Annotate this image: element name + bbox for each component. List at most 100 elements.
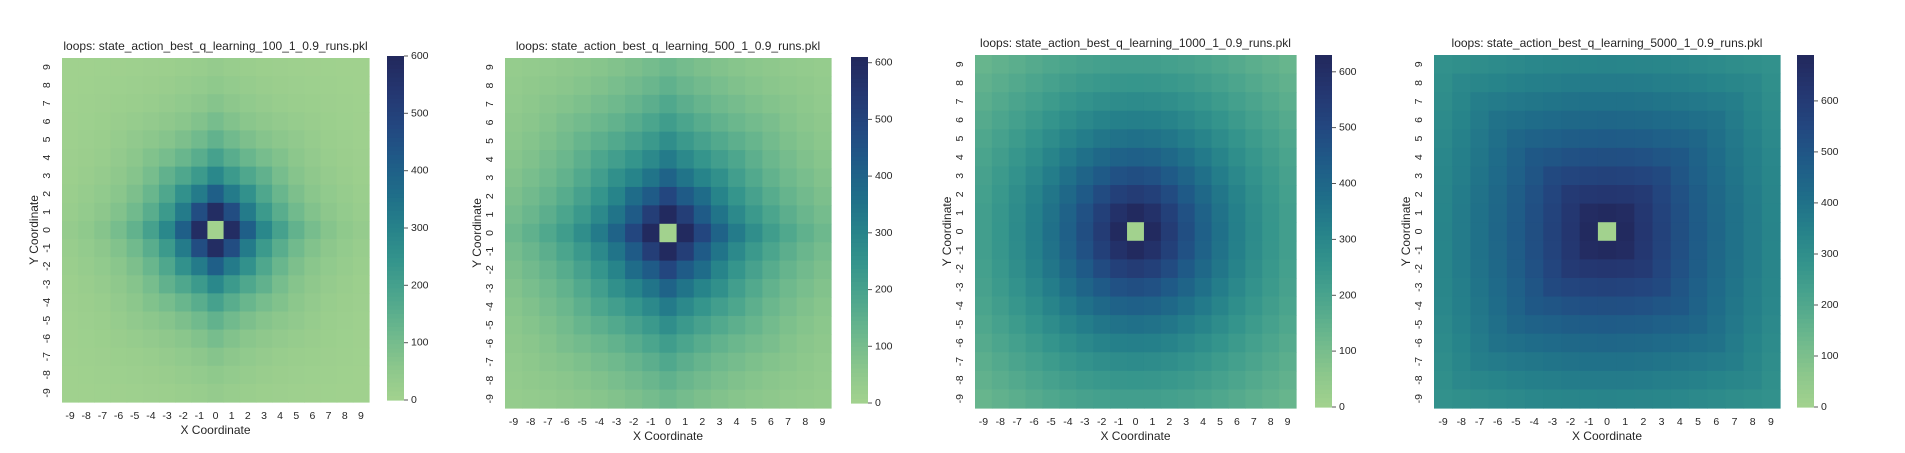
heatmap-cell: [1434, 296, 1453, 316]
heatmap-cell: [1228, 277, 1246, 298]
heatmap-cell: [207, 76, 225, 95]
x-tick-label: -6: [114, 410, 123, 422]
colorbar-segment: [851, 65, 868, 71]
heatmap-cell: [272, 112, 289, 132]
colorbar-segment: [1797, 288, 1814, 294]
heatmap-cell: [1506, 129, 1526, 149]
heatmap-cell: [1076, 240, 1094, 260]
colorbar-segment: [387, 275, 404, 281]
heatmap-cell: [1452, 203, 1472, 223]
heatmap-cell: [1127, 166, 1145, 186]
heatmap-cell: [272, 76, 289, 95]
heatmap-cell: [991, 222, 1010, 242]
heatmap-cell: [1725, 370, 1745, 391]
heatmap-cell: [1561, 352, 1581, 372]
x-tick-label: 8: [342, 410, 348, 422]
colorbar-segment: [1315, 393, 1332, 399]
heatmap-cell: [1670, 259, 1690, 279]
heatmap-cell: [1597, 222, 1617, 242]
colorbar-segment: [851, 333, 868, 339]
heatmap-cell: [1177, 92, 1196, 112]
heatmap-cell: [1506, 333, 1526, 353]
colorbar-tick-label: 200: [1339, 289, 1357, 301]
heatmap-cell: [126, 94, 144, 113]
heatmap-cell: [1652, 110, 1672, 130]
heatmap-cell: [710, 334, 729, 354]
heatmap-cell: [710, 113, 729, 133]
colorbar-segment: [851, 195, 868, 201]
heatmap-cell: [304, 94, 322, 113]
heatmap-cell: [573, 150, 592, 170]
colorbar-segment: [1797, 68, 1814, 74]
heatmap-cell: [1652, 92, 1672, 112]
heatmap-cell: [522, 352, 540, 372]
heatmap-cell: [304, 130, 322, 150]
heatmap-cell: [779, 389, 798, 409]
heatmap-cell: [642, 279, 661, 299]
heatmap-cell: [556, 242, 575, 262]
heatmap-cell: [779, 242, 798, 262]
heatmap-cell: [1194, 277, 1213, 298]
heatmap-cell: [975, 389, 993, 409]
heatmap-cell: [1488, 389, 1508, 409]
colorbar-segment: [1315, 121, 1332, 126]
heatmap-cell: [1616, 147, 1635, 168]
heatmap-cell: [1761, 277, 1781, 298]
heatmap-cell: [1059, 92, 1077, 112]
heatmap-cell: [1634, 370, 1654, 391]
heatmap-cell: [779, 58, 798, 78]
heatmap-cell: [1110, 277, 1128, 298]
heatmap-cell: [1194, 166, 1213, 186]
heatmap-cell: [975, 352, 993, 372]
heatmap-cell: [1160, 222, 1179, 242]
y-tick-label: 3: [954, 173, 966, 179]
heatmap-cell: [1076, 277, 1094, 298]
colorbar-segment: [851, 152, 868, 158]
heatmap-cell: [1008, 315, 1027, 335]
colorbar-segment: [387, 245, 404, 251]
colorbar-tick-label: 0: [875, 397, 881, 409]
colorbar-segment: [851, 338, 868, 344]
heatmap-cell: [1093, 352, 1111, 372]
heatmap-cell: [191, 166, 209, 186]
heatmap-cell: [352, 112, 370, 132]
heatmap-cell: [590, 279, 609, 299]
colorbar-segment: [851, 351, 868, 357]
colorbar-segment: [1797, 125, 1814, 131]
heatmap-cell: [779, 168, 798, 188]
heatmap-cell: [991, 389, 1010, 409]
heatmap-cell: [1561, 315, 1581, 335]
x-tick-label: 2: [1640, 416, 1646, 428]
heatmap-cell: [1597, 92, 1617, 112]
heatmap-cell: [693, 168, 712, 188]
colorbar-segment: [387, 352, 404, 358]
heatmap-cell: [556, 371, 575, 391]
heatmap-cell: [255, 383, 273, 403]
heatmap-cell: [1177, 55, 1196, 75]
heatmap-cell: [207, 202, 225, 222]
colorbar-segment: [1797, 239, 1814, 245]
heatmap-cell: [659, 150, 678, 170]
heatmap-cell: [288, 257, 305, 276]
heatmap-cell: [288, 311, 305, 331]
heatmap-cell: [1761, 296, 1781, 316]
heatmap-cell: [539, 223, 558, 243]
colorbar-segment: [1315, 402, 1332, 408]
colorbar-segment: [851, 130, 868, 136]
heatmap-cell: [1652, 166, 1672, 186]
heatmap-cell: [1228, 352, 1246, 372]
heatmap-cell: [1506, 370, 1526, 391]
chart-title: loops: state_action_best_q_learning_500_…: [516, 39, 820, 53]
heatmap-cell: [556, 260, 575, 280]
x-tick-label: -9: [979, 416, 988, 428]
heatmap-cell: [255, 275, 273, 294]
y-tick-label: -1: [954, 245, 966, 254]
heatmap-cell: [1008, 73, 1027, 93]
heatmap-cell: [1434, 166, 1453, 186]
colorbar-segment: [387, 339, 404, 345]
heatmap-cell: [255, 257, 273, 276]
colorbar-segment: [851, 156, 868, 162]
heatmap-cell: [239, 383, 257, 403]
heatmap-cell: [255, 365, 273, 385]
